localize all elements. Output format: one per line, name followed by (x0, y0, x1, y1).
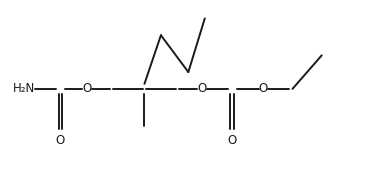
Text: O: O (82, 82, 92, 95)
Text: O: O (258, 82, 268, 95)
Text: O: O (228, 134, 237, 147)
Text: H₂N: H₂N (13, 82, 35, 95)
Text: O: O (198, 82, 207, 95)
Text: O: O (56, 134, 65, 147)
